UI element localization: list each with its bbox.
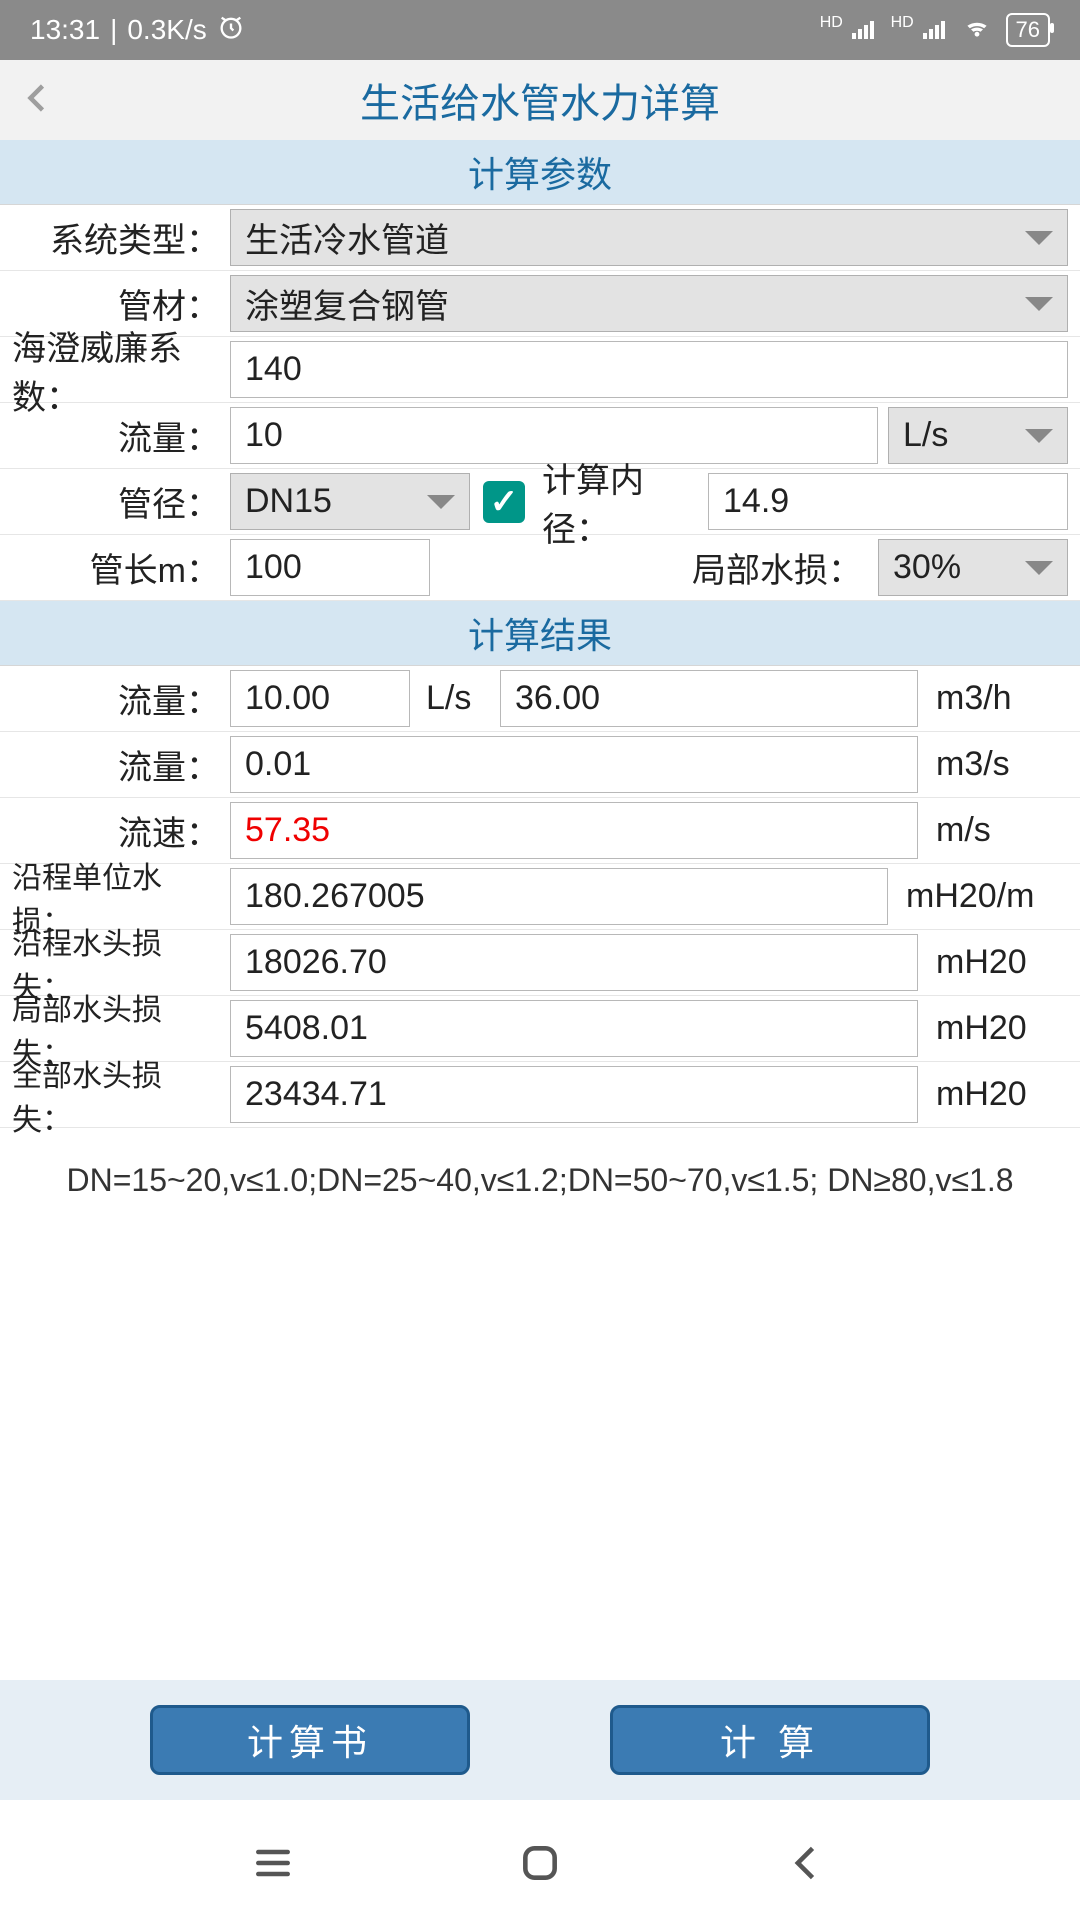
- label-local-loss-result: 局部水头损失：: [12, 1000, 220, 1057]
- footnote: DN=15~20,v≤1.0;DN=25~40,v≤1.2;DN=50~70,v…: [0, 1128, 1080, 1232]
- calculate-button[interactable]: 计 算: [610, 1705, 930, 1775]
- row-total-loss: 全部水头损失： 23434.71 mH20: [0, 1062, 1080, 1128]
- back-button[interactable]: [20, 80, 56, 121]
- row-system-type: 系统类型： 生活冷水管道: [0, 205, 1080, 271]
- alarm-icon: [217, 13, 245, 48]
- label-result-flow2: 流量：: [12, 736, 220, 793]
- label-hazen: 海澄威廉系数：: [12, 341, 220, 398]
- select-flow-unit-value: L/s: [903, 416, 948, 455]
- nav-home-button[interactable]: [518, 1841, 562, 1890]
- status-time: 13:31: [30, 14, 100, 46]
- row-result-flow2: 流量： 0.01 m3/s: [0, 732, 1080, 798]
- label-calc-inner: 计算内径：: [538, 473, 698, 530]
- row-result-flow1: 流量： 10.00 L/s 36.00 m3/h: [0, 666, 1080, 732]
- row-flow: 流量： 10 L/s: [0, 403, 1080, 469]
- select-diameter-value: DN15: [245, 482, 332, 521]
- label-unit-loss: 沿程单位水损：: [12, 868, 220, 925]
- section-results-header: 计算结果: [0, 601, 1080, 665]
- output-velocity: 57.35: [230, 802, 918, 859]
- unit-local-loss: mH20: [928, 1000, 1068, 1057]
- select-system-type-value: 生活冷水管道: [245, 213, 449, 262]
- output-flow-m3s: 0.01: [230, 736, 918, 793]
- label-system-type: 系统类型：: [12, 209, 220, 266]
- row-length: 管长m： 100 局部水损： 30%: [0, 535, 1080, 601]
- status-right: HD HD 76: [820, 13, 1050, 47]
- battery-level: 76: [1016, 17, 1040, 43]
- label-along-loss: 沿程水头损失：: [12, 934, 220, 991]
- check-icon: ✓: [483, 481, 525, 523]
- button-bar: 计算书 计 算: [0, 1680, 1080, 1800]
- row-diameter: 管径： DN15 ✓ 计算内径： 14.9: [0, 469, 1080, 535]
- page-title: 生活给水管水力详算: [0, 71, 1080, 129]
- select-system-type[interactable]: 生活冷水管道: [230, 209, 1068, 266]
- section-params-header: 计算参数: [0, 140, 1080, 204]
- status-left: 13:31 | 0.3K/s: [30, 13, 245, 48]
- nav-recent-button[interactable]: [251, 1841, 295, 1890]
- report-button[interactable]: 计算书: [150, 1705, 470, 1775]
- label-length: 管长m：: [12, 539, 220, 596]
- output-flow-ls: 10.00: [230, 670, 410, 727]
- unit-total-loss: mH20: [928, 1066, 1068, 1123]
- status-speed: 0.3K/s: [127, 14, 206, 46]
- status-divider: |: [110, 14, 117, 46]
- params-form: 系统类型： 生活冷水管道 管材： 涂塑复合钢管 海澄威廉系数： 140 流量： …: [0, 204, 1080, 601]
- output-along-loss: 18026.70: [230, 934, 918, 991]
- unit-ls: L/s: [420, 670, 490, 727]
- label-flow: 流量：: [12, 407, 220, 464]
- signal-2-icon: HD: [891, 14, 948, 46]
- signal-1-icon: HD: [820, 14, 877, 46]
- row-hazen: 海澄威廉系数： 140: [0, 337, 1080, 403]
- chevron-down-icon: [427, 495, 455, 509]
- unit-m3s: m3/s: [928, 736, 1068, 793]
- chevron-down-icon: [1025, 429, 1053, 443]
- input-calc-inner[interactable]: 14.9: [708, 473, 1068, 530]
- input-hazen[interactable]: 140: [230, 341, 1068, 398]
- label-velocity: 流速：: [12, 802, 220, 859]
- label-local-loss: 局部水损：: [440, 539, 868, 596]
- unit-along-loss: mH20: [928, 934, 1068, 991]
- results-form: 流量： 10.00 L/s 36.00 m3/h 流量： 0.01 m3/s 流…: [0, 665, 1080, 1128]
- label-diameter: 管径：: [12, 473, 220, 530]
- checkbox-calc-inner[interactable]: ✓: [480, 473, 528, 530]
- label-total-loss: 全部水头损失：: [12, 1066, 220, 1123]
- output-unit-loss: 180.267005: [230, 868, 888, 925]
- system-nav-bar: [0, 1810, 1080, 1920]
- select-local-loss[interactable]: 30%: [878, 539, 1068, 596]
- chevron-down-icon: [1025, 561, 1053, 575]
- chevron-down-icon: [1025, 231, 1053, 245]
- output-local-loss: 5408.01: [230, 1000, 918, 1057]
- output-total-loss: 23434.71: [230, 1066, 918, 1123]
- select-diameter[interactable]: DN15: [230, 473, 470, 530]
- output-flow-m3h: 36.00: [500, 670, 918, 727]
- wifi-icon: [962, 14, 992, 46]
- app-header: 生活给水管水力详算: [0, 60, 1080, 140]
- unit-m3h: m3/h: [928, 670, 1068, 727]
- input-length[interactable]: 100: [230, 539, 430, 596]
- unit-unit-loss: mH20/m: [898, 868, 1068, 925]
- select-material-value: 涂塑复合钢管: [245, 279, 449, 328]
- nav-back-button[interactable]: [785, 1841, 829, 1890]
- select-material[interactable]: 涂塑复合钢管: [230, 275, 1068, 332]
- battery-icon: 76: [1006, 13, 1050, 47]
- select-flow-unit[interactable]: L/s: [888, 407, 1068, 464]
- status-bar: 13:31 | 0.3K/s HD HD 76: [0, 0, 1080, 60]
- unit-velocity: m/s: [928, 802, 1068, 859]
- select-local-loss-value: 30%: [893, 548, 961, 587]
- label-result-flow1: 流量：: [12, 670, 220, 727]
- chevron-down-icon: [1025, 297, 1053, 311]
